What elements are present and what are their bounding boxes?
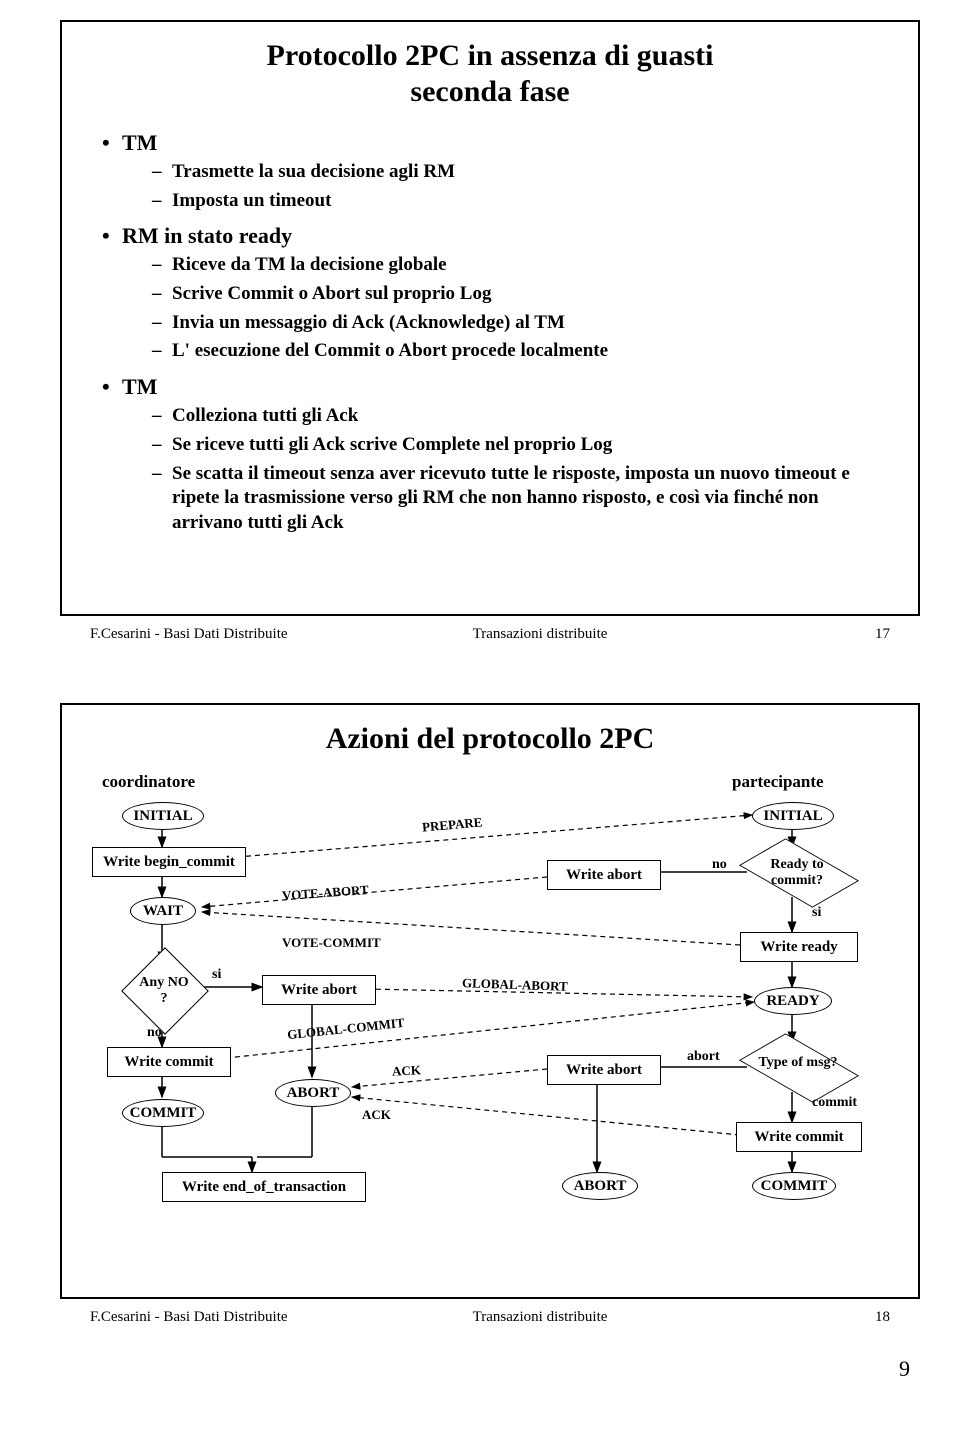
slide-1-frame: Protocollo 2PC in assenza di guasti seco… [60, 20, 920, 616]
sublist: Riceve da TM la decisione globale Scrive… [122, 253, 888, 364]
label-commit: commit [812, 1095, 857, 1111]
subitem: Invia un messaggio di Ack (Acknowledge) … [152, 311, 888, 336]
msg-vote-abort: VOTE-ABORT [282, 882, 370, 904]
item-rm: RM in stato ready Riceve da TM la decisi… [102, 223, 888, 364]
label-no-r: no [712, 857, 727, 873]
label-abort: abort [687, 1049, 720, 1065]
node-write-end: Write end_of_transaction [162, 1172, 366, 1202]
subitem: Trasmette la sua decisione agli RM [152, 160, 888, 185]
subitem: L' esecuzione del Commit o Abort procede… [152, 339, 888, 364]
item-tm-2: TM Colleziona tutti gli Ack Se riceve tu… [102, 374, 888, 535]
footer-left: F.Cesarini - Basi Dati Distribuite [90, 1309, 290, 1326]
slide-1-title: Protocollo 2PC in assenza di guasti seco… [92, 38, 888, 110]
node-ready-commit-label: Ready to commit? [752, 857, 842, 889]
slide-2-title: Azioni del protocollo 2PC [92, 721, 888, 757]
label-si: si [212, 967, 221, 983]
slide-2-frame: Azioni del protocollo 2PC [60, 703, 920, 1299]
node-write-commit-left: Write commit [107, 1047, 231, 1077]
node-write-begin: Write begin_commit [92, 847, 246, 877]
node-write-abort-r1: Write abort [547, 860, 661, 890]
msg-prepare: PREPARE [421, 814, 483, 835]
role-coordinator: coordinatore [102, 772, 195, 792]
node-abort-right: ABORT [562, 1172, 638, 1200]
sublist: Trasmette la sua decisione agli RM Impos… [122, 160, 888, 213]
page: Protocollo 2PC in assenza di guasti seco… [0, 20, 960, 1442]
node-abort-mid: ABORT [275, 1079, 351, 1107]
msg-global-commit: GLOBAL-COMMIT [286, 1015, 405, 1043]
subitem: Scrive Commit o Abort sul proprio Log [152, 282, 888, 307]
item-label: TM [122, 130, 157, 155]
node-commit-left: COMMIT [122, 1099, 204, 1127]
node-ready: READY [754, 987, 832, 1015]
sublist: Colleziona tutti gli Ack Se riceve tutti… [122, 404, 888, 535]
node-commit-right: COMMIT [752, 1172, 836, 1200]
node-initial-right: INITIAL [752, 802, 834, 830]
msg-global-abort: GLOBAL-ABORT [462, 975, 568, 995]
node-type-msg-label: Type of msg? [748, 1055, 848, 1071]
node-wait: WAIT [130, 897, 196, 925]
subitem: Se riceve tutti gli Ack scrive Complete … [152, 433, 888, 458]
slide-1-list: TM Trasmette la sua decisione agli RM Im… [92, 130, 888, 536]
node-initial-left: INITIAL [122, 802, 204, 830]
footer-center: Transazioni distribuite [290, 1309, 790, 1326]
slide-1-footer: F.Cesarini - Basi Dati Distribuite Trans… [60, 626, 920, 643]
node-any-no-label: Any NO ? [136, 975, 192, 1007]
footer-left: F.Cesarini - Basi Dati Distribuite [90, 626, 290, 643]
title-line-1: Protocollo 2PC in assenza di guasti [267, 39, 714, 72]
node-write-abort-left: Write abort [262, 975, 376, 1005]
node-write-commit-right: Write commit [736, 1122, 862, 1152]
diagram-area: coordinatore partecipante INITIAL Write … [92, 777, 912, 1207]
subitem: Se scatta il timeout senza aver ricevuto… [152, 462, 888, 536]
subitem: Colleziona tutti gli Ack [152, 404, 888, 429]
title-line-2: seconda fase [410, 75, 569, 108]
footer-center: Transazioni distribuite [290, 626, 790, 643]
page-number: 9 [0, 1356, 910, 1382]
subitem: Imposta un timeout [152, 189, 888, 214]
item-tm-1: TM Trasmette la sua decisione agli RM Im… [102, 130, 888, 213]
node-write-abort-r2: Write abort [547, 1055, 661, 1085]
msg-vote-commit: VOTE-COMMIT [282, 935, 381, 951]
node-write-ready: Write ready [740, 932, 858, 962]
msg-ack2: ACK [362, 1107, 391, 1123]
role-participant: partecipante [732, 772, 824, 792]
subitem: Riceve da TM la decisione globale [152, 253, 888, 278]
item-label: TM [122, 374, 157, 399]
footer-right: 18 [790, 1309, 890, 1326]
msg-ack1: ACK [392, 1062, 422, 1079]
footer-right: 17 [790, 626, 890, 643]
label-si-r: si [812, 905, 821, 921]
label-no: no [147, 1025, 162, 1041]
item-label: RM in stato ready [122, 223, 292, 248]
slide-2-footer: F.Cesarini - Basi Dati Distribuite Trans… [60, 1309, 920, 1326]
